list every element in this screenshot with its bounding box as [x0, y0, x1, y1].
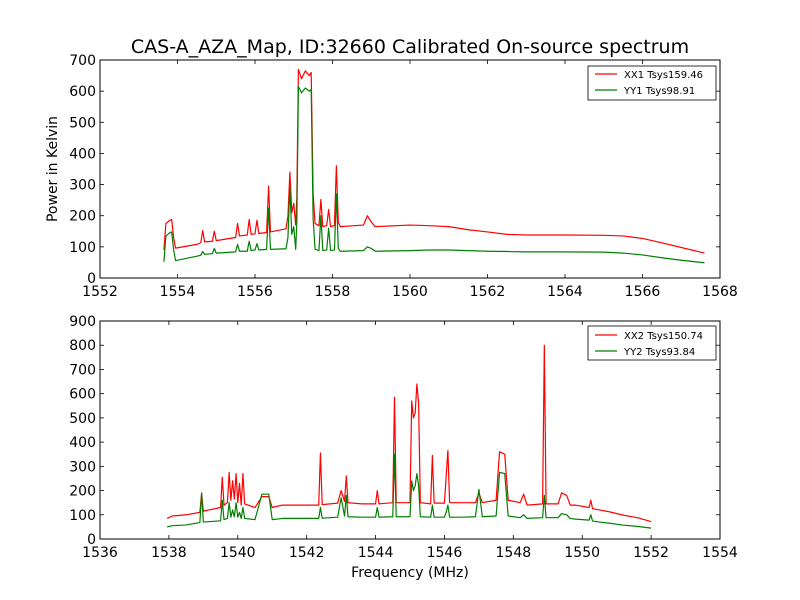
x-tick-label: 1550	[564, 545, 600, 561]
x-tick-label: 1568	[702, 284, 738, 300]
y-tick-label: 200	[69, 484, 96, 500]
y-tick-label: 300	[69, 178, 96, 194]
x-tick-label: 1548	[496, 545, 532, 561]
top-legend-box	[587, 65, 717, 101]
top-axis-ticks: 1552 1554 1556 1558 1560 1562 1564 1566 1568 0 100…	[69, 53, 738, 300]
bottom-plot-lines	[166, 344, 652, 529]
bottom-legend-box	[587, 325, 717, 361]
x-tick-label: 1538	[151, 545, 187, 561]
x-tick-label: 1552	[82, 284, 118, 300]
x-tick-label: 1546	[427, 545, 463, 561]
y-tick-label: 600	[69, 387, 96, 403]
bottom-x-axis-label: Frequency (MHz)	[351, 565, 469, 581]
x-tick-label: 1540	[220, 545, 256, 561]
x-tick-label: 1544	[358, 545, 394, 561]
bottom-axes-frame	[99, 320, 721, 540]
legend-label-yy1: YY1 Tsys98.91	[623, 86, 695, 97]
x-tick-label: 1556	[237, 284, 273, 300]
series-line-0-0	[163, 68, 705, 254]
x-tick-label: 1552	[633, 545, 669, 561]
x-tick-label: 1536	[82, 545, 118, 561]
x-tick-label: 1562	[470, 284, 506, 300]
x-tick-label: 1554	[702, 545, 738, 561]
legend-label-yy2: YY2 Tsys93.84	[623, 347, 695, 358]
y-tick-label: 400	[69, 435, 96, 451]
y-tick-label: 900	[69, 314, 96, 330]
top-plot-lines	[163, 68, 705, 264]
y-tick-label: 300	[69, 459, 96, 475]
y-tick-label: 500	[69, 411, 96, 427]
series-line-1-0	[166, 344, 652, 523]
bottom-legend: XX2 Tsys150.74 YY2 Tsys93.84	[587, 325, 717, 361]
x-tick-label: 1542	[289, 545, 325, 561]
chart-title: CAS-A_AZA_Map, ID:32660 Calibrated On-so…	[131, 36, 689, 58]
y-tick-label: 600	[69, 84, 96, 100]
y-tick-label: 700	[69, 53, 96, 69]
y-tick-label: 0	[87, 271, 96, 287]
y-tick-label: 100	[69, 508, 96, 524]
y-tick-label: 700	[69, 362, 96, 378]
y-tick-label: 800	[69, 338, 96, 354]
series-line-0-1	[163, 85, 705, 264]
top-legend: XX1 Tsys159.46 YY1 Tsys98.91	[587, 65, 717, 101]
y-tick-label: 0	[87, 532, 96, 548]
y-tick-label: 500	[69, 115, 96, 131]
y-tick-label: 400	[69, 146, 96, 162]
x-tick-label: 1564	[547, 284, 583, 300]
y-tick-label: 200	[69, 209, 96, 225]
x-tick-label: 1554	[160, 284, 196, 300]
series-line-1-1	[167, 453, 652, 529]
x-tick-label: 1560	[392, 284, 428, 300]
top-subplot: 1552 1554 1556 1558 1560 1562 1564 1566 1568 0 100…	[45, 53, 738, 300]
x-tick-label: 1558	[315, 284, 351, 300]
x-tick-label: 1566	[625, 284, 661, 300]
bottom-axis-ticks: 1536 1538 1540 1542 1544 1546 1548 1550 1552 1554…	[69, 314, 738, 561]
top-y-axis-label: Power in Kelvin	[45, 116, 61, 222]
y-tick-label: 100	[69, 240, 96, 256]
legend-label-xx2: XX2 Tsys150.74	[624, 331, 703, 342]
bottom-subplot: 1536 1538 1540 1542 1544 1546 1548 1550 1552 1554…	[69, 314, 738, 581]
legend-label-xx1: XX1 Tsys159.46	[624, 70, 703, 81]
